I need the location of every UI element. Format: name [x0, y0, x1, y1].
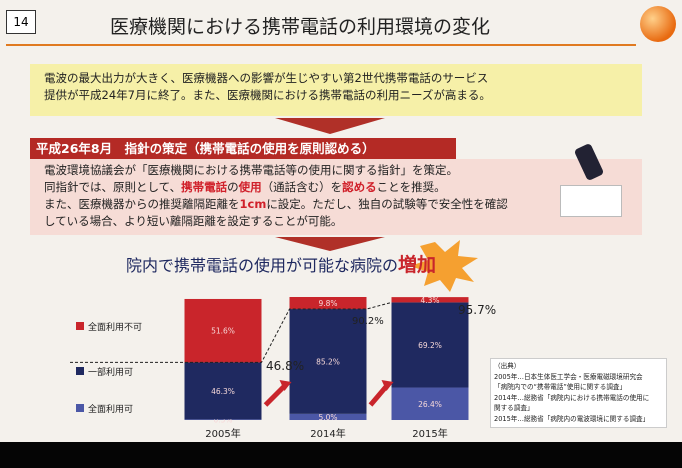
legend-swatch — [76, 404, 84, 412]
trend-arrow — [263, 383, 288, 407]
value-label: 51.6% — [211, 327, 235, 336]
legend-label: 全面利用可 — [88, 403, 133, 415]
x-tick-label: 2014年 — [310, 427, 345, 440]
source-line: 2005年…日本生体医工学会・医療電磁環境研究会 — [494, 372, 643, 381]
guideline-heading: 平成26年8月 指針の策定（携帯電話の使用を原則認める） — [30, 138, 456, 159]
bar-segment — [289, 413, 367, 420]
value-label: 4.3% — [420, 296, 439, 305]
value-label: 9.8% — [318, 299, 337, 308]
guideline-text: 電波環境協議会が「医療機関における携帯電話等の使用に関する指針」を策定。 同指針で… — [44, 162, 508, 230]
burst — [410, 240, 478, 292]
emphasis: 1cm — [239, 197, 267, 211]
hospital-illustration — [560, 185, 622, 217]
value-label: 46.3% — [211, 387, 235, 396]
intro-text: 電波の最大出力が大きく、医療機器への影響が生じやすい第2世代携帯電話のサービス提… — [44, 70, 491, 104]
headline-highlight: 増加 — [398, 253, 436, 276]
source-line: 「病院内での“携帯電話”使用に関する調査」 — [494, 383, 627, 391]
bar-segment — [184, 362, 262, 420]
text: ことを推奨。 — [376, 180, 446, 194]
intro-box — [30, 64, 642, 116]
text: に設定。ただし、独自の試験等で安全性を確認 — [266, 197, 508, 211]
bar-segment — [391, 387, 469, 420]
source-text: （出典） 2005年…日本生体医工学会・医療電磁環境研究会 「病院内での“携帯電話”… — [494, 361, 649, 424]
intro-line: 電波の最大出力が大きく、医療機器への影響が生じやすい第2世代携帯電話のサービス — [44, 71, 489, 85]
trend-arrow — [368, 383, 390, 407]
legend-label: 全面利用不可 — [88, 321, 142, 333]
page-number: 14 — [6, 10, 36, 34]
source-box — [490, 358, 667, 428]
bar-segment — [184, 298, 262, 363]
guideline-box — [30, 159, 642, 235]
legend-swatch — [76, 367, 84, 375]
connector — [70, 301, 392, 363]
text: の — [227, 180, 239, 194]
bar-segment — [289, 309, 367, 414]
intro-line: 提供が平成24年7月に終了。また、医療機関における携帯電話の利用ニーズが高まる。 — [44, 88, 491, 102]
guideline-line: 電波環境協議会が「医療機関における携帯電話等の使用に関する指針」を策定。 — [44, 162, 508, 179]
value-label: 69.2% — [418, 341, 442, 350]
x-tick-label: 2005年 — [205, 427, 240, 440]
logo — [640, 6, 676, 42]
value-label: 0.5% — [213, 416, 232, 425]
headline: 院内で携帯電話の使用が可能な病院の増加 — [126, 253, 436, 276]
trend-arrowhead — [279, 380, 292, 391]
emphasis: 使用 — [238, 180, 262, 194]
annotation: 95.7% — [458, 303, 496, 317]
text: （通話含む）を — [261, 180, 343, 194]
text: 同指針では、原則として、 — [44, 180, 182, 194]
legend-swatch — [76, 322, 84, 330]
guideline-line: 同指針では、原則として、携帯電話の使用（通話含む）を認めることを推奨。 — [44, 179, 508, 196]
text: 電波環境協議会が「医療機関における携帯電話等の使用に関する指針」を策定。 — [44, 163, 458, 177]
x-tick-label: 2015年 — [412, 427, 447, 440]
value-label: 85.2% — [316, 357, 340, 366]
arrow — [275, 118, 385, 134]
source-line: 2014年…総務省「病院内における携帯電話の使用に — [494, 393, 650, 402]
value-label: 5.0% — [318, 413, 337, 422]
source-line: 2015年…総務省「病院内の電波環境に関する調査」 — [494, 414, 650, 423]
source-line: 関する調査」 — [494, 404, 534, 412]
page-title: 医療機関における携帯電話の利用環境の変化 — [110, 16, 491, 38]
bar-segment — [391, 297, 469, 303]
legend-label: 一部利用可 — [88, 366, 133, 378]
source-title: （出典） — [494, 362, 521, 370]
guideline-line: している場合、より短い離隔距離を設定することが可能。 — [44, 213, 508, 230]
arrow — [275, 237, 385, 251]
bottom-bar — [0, 442, 682, 468]
annotation: 90.2% — [352, 316, 384, 327]
emphasis: 携帯電話 — [181, 180, 228, 194]
text: また、医療機器からの推奨離隔距離を — [44, 197, 240, 211]
bar-segment — [289, 297, 367, 310]
emphasis: 認める — [342, 180, 377, 194]
trend-arrowhead — [381, 380, 394, 391]
value-label: 26.4% — [418, 400, 442, 409]
headline-text: 院内で携帯電話の使用が可能な病院の — [126, 256, 398, 275]
bar-segment — [391, 302, 469, 388]
title-rule — [6, 44, 636, 46]
annotation: 46.8% — [266, 359, 304, 373]
guideline-line: また、医療機器からの推奨離隔距離を1cmに設定。ただし、独自の試験等で安全性を確… — [44, 196, 508, 213]
text: している場合、より短い離隔距離を設定することが可能。 — [44, 214, 343, 228]
bar-segment — [184, 419, 262, 420]
